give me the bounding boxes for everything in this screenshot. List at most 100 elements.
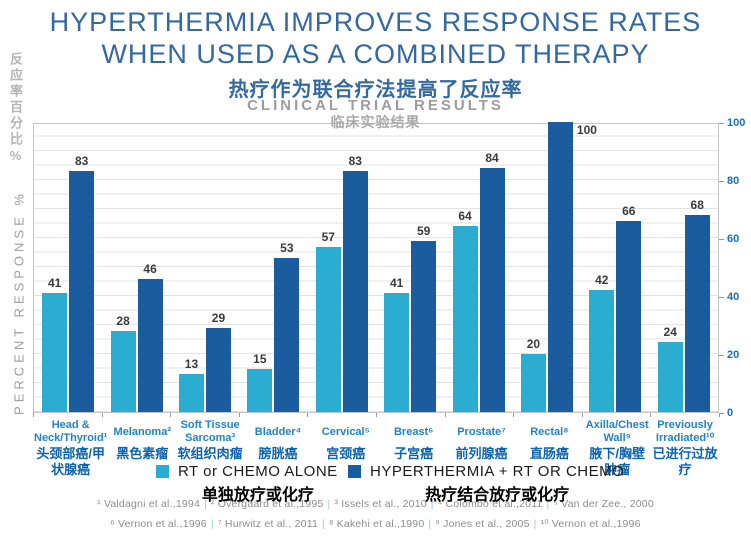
footnote-citation: ⁴ Colombo et al.,2011	[437, 498, 543, 510]
y-axis-title-chinese: 反应率百分比%	[8, 52, 23, 166]
footnote-separator: |	[533, 518, 537, 530]
category-label: Bladder⁴ 膀胱癌	[244, 419, 312, 478]
category-label: Soft Tissue Sarcoma³ 软组织肉瘤	[176, 419, 244, 478]
bar-hyperthermia-combined: 68	[684, 198, 710, 412]
footnote-citation: ⁵ Van der Zee., 2000	[553, 498, 654, 510]
bar-rt-chemo-alone: 20	[520, 337, 546, 412]
footnote-separator: |	[327, 498, 331, 510]
y-tick-mark	[719, 297, 724, 298]
legend-label-chinese: 热疗结合放疗或化疗	[425, 487, 570, 504]
footnote-citation: ¹ Valdagni et al.,1994	[97, 498, 200, 510]
y-tick-mark	[719, 355, 724, 356]
y-tick-mark	[719, 239, 724, 240]
bar-rt-chemo-alone: 28	[110, 314, 136, 412]
bar-value-label: 53	[280, 241, 294, 256]
chart-subtitle-chinese: 临床实验结果	[330, 114, 421, 130]
footnote-separator: |	[210, 518, 214, 530]
bar-value-label: 42	[595, 273, 609, 288]
legend-label: HYPERTHERMIA + RT OR CHEMO	[370, 463, 625, 480]
category-label: Cervical⁵ 宫颈癌	[312, 419, 380, 478]
y-axis-title: PERCENT RESPONSE %	[11, 190, 27, 415]
bar-group: 24 68	[657, 124, 710, 412]
bar-value-label: 46	[143, 261, 157, 276]
bar-group: 64 84	[452, 124, 505, 412]
legend-item-rt-chemo-alone: RT or CHEMO ALONE 单独放疗或化疗	[156, 463, 338, 505]
bar-group: 41 83	[42, 124, 95, 412]
bar-rt-chemo-alone: 24	[657, 325, 683, 412]
footnote-citation: ⁶ Vernon et al.,1996	[110, 518, 207, 530]
category-label-en: Previously Irradiated¹⁰	[655, 419, 715, 444]
y-tick-label: 80	[727, 175, 740, 187]
bar-value-label: 64	[458, 209, 472, 224]
footnote-citation: ⁸ Kakehi et al.,1990	[328, 518, 425, 530]
bar-hyperthermia-combined: 84	[479, 151, 505, 412]
category-label-en: Cervical⁵	[321, 425, 370, 438]
bar-value-label: 15	[253, 351, 267, 366]
x-tick-mark	[376, 413, 377, 417]
y-tick-mark	[719, 123, 724, 124]
x-tick-mark	[307, 413, 309, 417]
bar-group: 28 46	[110, 124, 163, 412]
category-label-zh: 头颈部癌/甲状腺癌	[36, 446, 105, 477]
bar-group: 41 59	[384, 124, 437, 412]
footnote-citation: ⁷ Hurwitz et al., 2011	[217, 518, 319, 530]
category-label: Melanoma² 黑色素瘤	[108, 419, 176, 478]
category-label-zh: 膀胱癌	[258, 446, 298, 461]
category-label-zh: 宫颈癌	[326, 446, 366, 461]
footnote-line2: ⁶ Vernon et al.,1996 | ⁷ Hurwitz et al., 2…	[0, 518, 751, 530]
y-tick-label: 60	[727, 233, 740, 245]
category-label-en: Soft Tissue Sarcoma³	[180, 419, 240, 444]
legend-label: RT or CHEMO ALONE	[178, 463, 338, 480]
page-title-line1: HYPERTHERMIA IMPROVES RESPONSE RATES	[49, 7, 702, 37]
x-tick-mark	[170, 413, 172, 417]
bar-group: 20 100	[520, 122, 597, 412]
category-label: Rectal⁸ 直肠癌	[515, 419, 583, 478]
category-label-en: Bladder⁴	[254, 425, 302, 438]
bar-rt-chemo-alone: 64	[452, 209, 478, 412]
y-tick-mark	[719, 181, 724, 182]
x-tick-mark	[101, 413, 103, 417]
bar-group: 57 83	[315, 124, 368, 412]
bar-rt-chemo-alone: 15	[247, 352, 273, 412]
bar-value-label: 68	[690, 197, 704, 212]
plot-area: 41 83 28 46 13 29 15 53 57 83 41 59 64 84 20 100 42 66 24 6…	[33, 122, 719, 413]
category-label: Breast⁶ 子宫癌	[380, 419, 448, 478]
bar-value-label: 41	[389, 276, 404, 291]
bar-rt-chemo-alone: 41	[384, 276, 410, 412]
category-label-en: Prostate⁷	[457, 425, 506, 438]
chart-subtitle: CLINICAL TRIAL RESULTS	[247, 97, 504, 114]
bar-value-label: 13	[184, 357, 199, 372]
bar-value-label: 84	[485, 151, 499, 166]
footnote-separator: |	[430, 498, 434, 510]
bar-group: 42 66	[589, 124, 642, 412]
y-tick-label: 100	[727, 117, 746, 129]
y-tick-label: 0	[727, 407, 734, 419]
x-tick-mark	[719, 413, 720, 417]
bar-hyperthermia-combined: 59	[411, 224, 437, 412]
bars-container: 41 83 28 46 13 29 15 53 57 83 41 59 64 84 20 100 42 66 24 6…	[34, 122, 718, 412]
category-label-zh: 腋下/胸壁肿瘤	[589, 446, 645, 477]
bar-rt-chemo-alone: 57	[315, 230, 341, 412]
category-label-zh: 前列腺癌	[455, 446, 508, 461]
footnote-separator: |	[322, 518, 325, 530]
bar-rt-chemo-alone: 13	[178, 357, 204, 412]
legend-swatch-teal	[156, 465, 169, 478]
bar-value-label: 83	[348, 154, 362, 169]
bar-value-label: 20	[526, 337, 541, 351]
x-tick-mark	[513, 413, 515, 417]
footnote-citation: ¹⁰ Vernon et al.,1996	[540, 518, 641, 530]
x-tick-mark	[238, 413, 240, 417]
bar-hyperthermia-combined: 29	[205, 311, 231, 412]
y-tick-label: 40	[727, 291, 740, 303]
x-axis-category-labels: Head & Neck/Thyroid¹ 头颈部癌/甲状腺癌 Melanoma² 黑色…	[33, 419, 719, 478]
footnote-separator: |	[546, 498, 550, 510]
legend-swatch-dark-blue	[348, 465, 361, 478]
bar-hyperthermia-combined: 66	[616, 204, 642, 412]
footnote-separator: |	[203, 498, 207, 510]
y-tick-label: 20	[727, 349, 740, 361]
x-tick-mark	[581, 413, 583, 417]
category-label-en: Breast⁶	[393, 425, 434, 438]
category-label-en: Rectal⁸	[530, 425, 569, 438]
category-label-zh: 黑色素瘤	[116, 446, 169, 461]
